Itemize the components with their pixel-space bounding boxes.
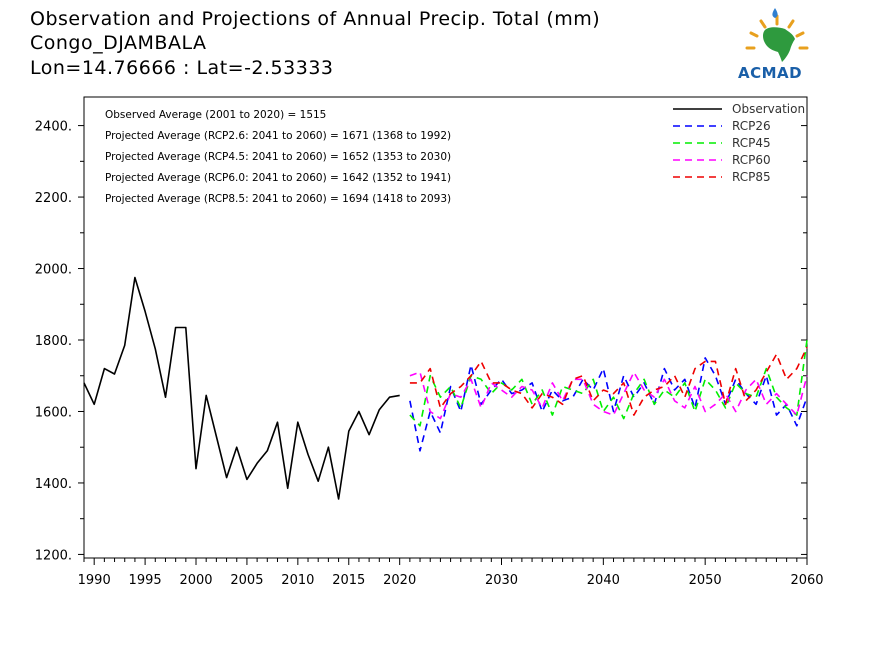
x-tick-label: 2030 (485, 573, 518, 588)
legend: Observation RCP26 RCP45 RCP60 RCP85 (673, 102, 805, 184)
annotation-text: Projected Average (RCP8.5: 2041 to 2060)… (105, 193, 451, 205)
y-tick-label: 2200. (35, 191, 72, 206)
legend-label: Observation (732, 102, 805, 116)
series-line-rcp60 (409, 371, 808, 420)
annotation-text: Projected Average (RCP6.0: 2041 to 2060)… (105, 172, 451, 184)
legend-label: RCP45 (732, 136, 771, 150)
plot-frame (83, 96, 808, 559)
acmad-logo-icon (745, 8, 809, 62)
coords-label: Lon=14.76666 : Lat=-2.53333 (30, 57, 334, 79)
x-tick-label: 1995 (129, 573, 162, 588)
location-label: Congo_DJAMBALA (30, 32, 207, 54)
x-tick-label: 2040 (587, 573, 620, 588)
annotation-text: Projected Average (RCP2.6: 2041 to 2060)… (105, 130, 451, 142)
legend-label: RCP60 (732, 153, 771, 167)
legend-label: RCP26 (732, 119, 771, 133)
x-tick-label: 2020 (383, 573, 416, 588)
axis-ticks: 1200. 1400. 1600. 1800. 2000. 2200. 2400. 1990 1… (35, 120, 824, 588)
legend-label: RCP85 (732, 170, 771, 184)
x-tick-label: 2005 (230, 573, 263, 588)
acmad-logo-text: ACMAD (738, 64, 803, 82)
annotation-text: Projected Average (RCP4.5: 2041 to 2060)… (105, 151, 451, 163)
x-tick-label: 2015 (332, 573, 365, 588)
series-layer (83, 276, 808, 500)
x-tick-label: 2010 (281, 573, 314, 588)
chart-title: Observation and Projections of Annual Pr… (30, 8, 601, 30)
y-tick-label: 1200. (35, 548, 72, 563)
x-tick-label: 1990 (78, 573, 111, 588)
y-tick-label: 2000. (35, 263, 72, 278)
series-line-rcp26 (409, 357, 808, 452)
plot-border (83, 96, 808, 559)
annotations: Observed Average (2001 to 2020) = 1515 Pr… (105, 109, 451, 205)
y-tick-label: 1600. (35, 405, 72, 420)
y-tick-label: 1800. (35, 334, 72, 349)
x-tick-label: 2060 (790, 573, 823, 588)
series-line-observation (83, 276, 400, 500)
y-tick-label: 2400. (35, 120, 72, 135)
series-line-rcp45 (409, 339, 808, 427)
x-tick-label: 2000 (179, 573, 212, 588)
x-tick-label: 2050 (689, 573, 722, 588)
annotation-text: Observed Average (2001 to 2020) = 1515 (105, 109, 326, 121)
y-tick-label: 1400. (35, 477, 72, 492)
series-line-rcp85 (409, 346, 808, 416)
